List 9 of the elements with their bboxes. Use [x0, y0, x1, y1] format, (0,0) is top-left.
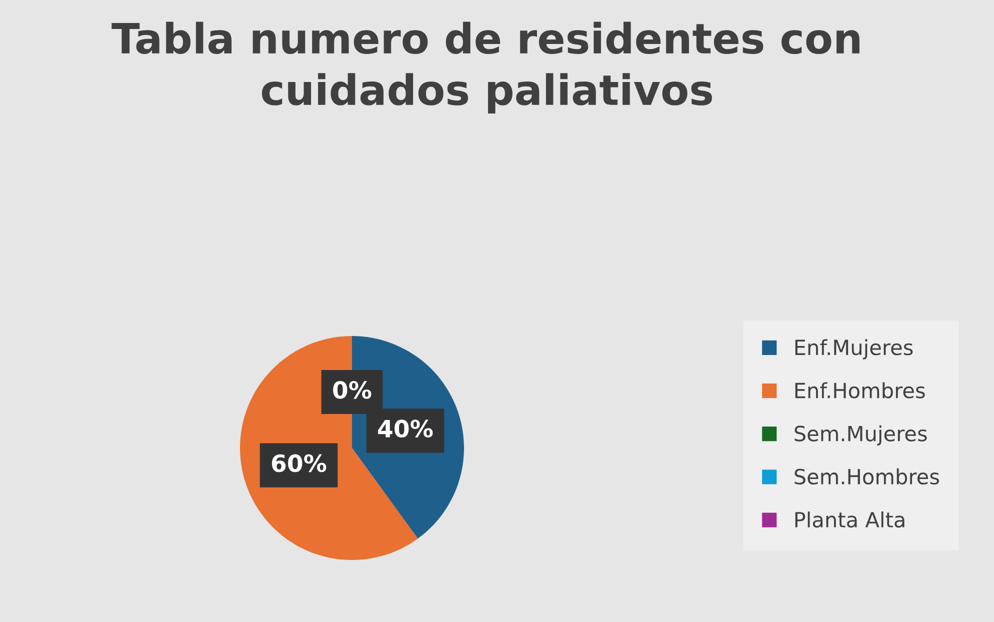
data-label: 40% — [378, 420, 433, 438]
chart-title: Tabla numero de residentes con cuidados paliativos — [112, 22, 860, 114]
legend-label: Enf.Hombres — [795, 382, 925, 398]
legend-label: Planta Alta — [795, 511, 904, 528]
data-label: 60% — [272, 454, 326, 472]
legend-label: Sem.Mujeres — [794, 425, 927, 446]
text: 0% — [333, 380, 372, 399]
legend-label: Enf.Mujeres — [795, 339, 913, 360]
legend-label: Sem.Hombres — [794, 468, 939, 485]
